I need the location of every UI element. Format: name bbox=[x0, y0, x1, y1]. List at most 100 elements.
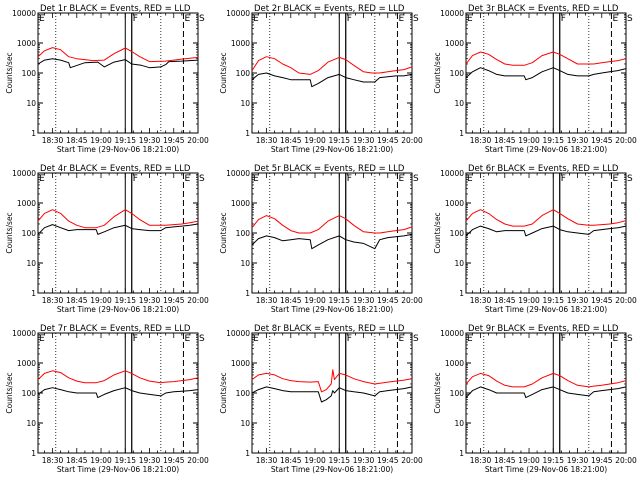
x-tick-label: 18:45 bbox=[280, 296, 302, 305]
x-tick-label: 19:15 bbox=[114, 136, 136, 145]
y-axis-label: Counts/sec bbox=[433, 212, 442, 253]
x-tick-label: 18:30 bbox=[42, 456, 64, 465]
x-tick-label: 19:00 bbox=[304, 456, 326, 465]
marker-label: F bbox=[347, 174, 352, 184]
x-tick-label: 18:45 bbox=[66, 136, 88, 145]
y-tick-label: 10 bbox=[454, 259, 464, 268]
chart-title: Det 2r BLACK = Events, RED = LLD bbox=[254, 4, 405, 14]
marker-label: E bbox=[253, 14, 259, 24]
marker-label: E bbox=[467, 174, 473, 184]
x-axis-label: Start Time (29-Nov-06 18:21:00) bbox=[271, 465, 393, 474]
x-tick-label: 19:30 bbox=[567, 136, 589, 145]
y-tick-label: 10000 bbox=[440, 329, 464, 338]
marker-label: E bbox=[467, 14, 473, 24]
chart-panel-7: Det 7r BLACK = Events, RED = LLD 1 10 100 10… bbox=[5, 324, 209, 474]
chart-title: Det 3r BLACK = Events, RED = LLD bbox=[468, 4, 619, 14]
x-tick-label: 20:00 bbox=[615, 136, 637, 145]
x-tick-label: 20:00 bbox=[615, 296, 637, 305]
plot-frame bbox=[37, 332, 199, 454]
marker-label: S bbox=[413, 334, 419, 344]
x-tick-label: 19:00 bbox=[518, 296, 540, 305]
plot-frame bbox=[37, 12, 199, 134]
x-tick-label: 19:00 bbox=[304, 296, 326, 305]
marker-label: E bbox=[253, 174, 259, 184]
y-tick-label: 1 bbox=[31, 129, 36, 138]
series-line-events bbox=[37, 58, 199, 69]
marker-label: E bbox=[39, 174, 45, 184]
marker-label: E bbox=[184, 334, 190, 344]
series-line-events bbox=[465, 67, 627, 81]
y-tick-label: 1000 bbox=[17, 39, 36, 48]
y-tick-label: 1000 bbox=[17, 359, 36, 368]
y-tick-label: 1 bbox=[245, 449, 250, 458]
chart-panel-1: Det 1r BLACK = Events, RED = LLD 1 10 100 10… bbox=[5, 4, 209, 154]
series-line-events bbox=[465, 386, 627, 399]
x-tick-label: 19:00 bbox=[518, 456, 540, 465]
chart-panel-2: Det 2r BLACK = Events, RED = LLD 1 10 100 10… bbox=[219, 4, 423, 154]
y-tick-label: 1 bbox=[459, 129, 464, 138]
x-tick-label: 19:00 bbox=[90, 296, 112, 305]
marker-label: E bbox=[398, 174, 404, 184]
x-tick-label: 19:15 bbox=[542, 136, 564, 145]
marker-label: E bbox=[184, 14, 190, 24]
y-axis-label: Counts/sec bbox=[219, 52, 228, 93]
marker-label: S bbox=[627, 14, 633, 24]
y-tick-label: 1000 bbox=[231, 359, 250, 368]
x-tick-label: 19:30 bbox=[139, 456, 161, 465]
chart-title: Det 1r BLACK = Events, RED = LLD bbox=[40, 4, 191, 14]
plot-frame bbox=[251, 172, 413, 294]
x-tick-label: 18:30 bbox=[256, 456, 278, 465]
chart-panel-8: Det 8r BLACK = Events, RED = LLD 1 10 100 10… bbox=[219, 324, 423, 474]
y-tick-label: 100 bbox=[236, 229, 251, 238]
marker-label: S bbox=[413, 174, 419, 184]
chart-panel-9: Det 9r BLACK = Events, RED = LLD 1 10 100 10… bbox=[433, 324, 637, 474]
y-tick-label: 1000 bbox=[445, 199, 464, 208]
y-tick-label: 1 bbox=[245, 289, 250, 298]
x-tick-label: 19:45 bbox=[591, 136, 613, 145]
y-tick-label: 100 bbox=[236, 69, 251, 78]
y-tick-label: 100 bbox=[450, 69, 465, 78]
y-tick-label: 10000 bbox=[440, 169, 464, 178]
plot-frame bbox=[465, 332, 627, 454]
y-tick-label: 1000 bbox=[231, 199, 250, 208]
x-tick-label: 20:00 bbox=[401, 136, 423, 145]
marker-label: F bbox=[561, 174, 566, 184]
marker-label: S bbox=[199, 174, 205, 184]
marker-label: E bbox=[467, 334, 473, 344]
x-tick-label: 19:00 bbox=[90, 456, 112, 465]
x-tick-label: 19:30 bbox=[567, 296, 589, 305]
x-axis-label: Start Time (29-Nov-06 18:21:00) bbox=[485, 465, 607, 474]
y-tick-label: 1 bbox=[245, 129, 250, 138]
y-tick-label: 1000 bbox=[445, 359, 464, 368]
x-tick-label: 18:45 bbox=[494, 136, 516, 145]
chart-panel-6: Det 6r BLACK = Events, RED = LLD 1 10 100 10… bbox=[433, 164, 637, 314]
marker-label: E bbox=[39, 334, 45, 344]
y-tick-label: 1000 bbox=[231, 39, 250, 48]
y-tick-label: 10000 bbox=[440, 9, 464, 18]
y-axis-label: Counts/sec bbox=[5, 372, 14, 413]
y-tick-label: 100 bbox=[236, 389, 251, 398]
y-tick-label: 1000 bbox=[445, 39, 464, 48]
series-line-lld bbox=[465, 209, 627, 227]
marker-label: S bbox=[627, 174, 633, 184]
x-tick-label: 20:00 bbox=[187, 296, 209, 305]
x-tick-label: 18:30 bbox=[42, 136, 64, 145]
marker-label: F bbox=[133, 174, 138, 184]
y-tick-label: 1 bbox=[31, 289, 36, 298]
x-tick-label: 18:30 bbox=[42, 296, 64, 305]
marker-label: F bbox=[561, 14, 566, 24]
y-tick-label: 10 bbox=[454, 419, 464, 428]
series-line-lld bbox=[251, 56, 413, 75]
x-tick-label: 19:30 bbox=[353, 296, 375, 305]
series-line-lld bbox=[37, 370, 199, 384]
chart-title: Det 8r BLACK = Events, RED = LLD bbox=[254, 324, 405, 334]
x-tick-label: 19:45 bbox=[163, 136, 185, 145]
x-tick-label: 19:45 bbox=[163, 456, 185, 465]
x-axis-label: Start Time (29-Nov-06 18:21:00) bbox=[271, 145, 393, 154]
x-tick-label: 18:45 bbox=[66, 296, 88, 305]
y-axis-label: Counts/sec bbox=[219, 212, 228, 253]
series-line-events bbox=[37, 223, 199, 235]
y-tick-label: 100 bbox=[22, 389, 37, 398]
marker-label: E bbox=[39, 14, 45, 24]
